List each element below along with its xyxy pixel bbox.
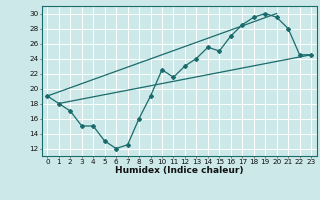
X-axis label: Humidex (Indice chaleur): Humidex (Indice chaleur) <box>115 166 244 175</box>
